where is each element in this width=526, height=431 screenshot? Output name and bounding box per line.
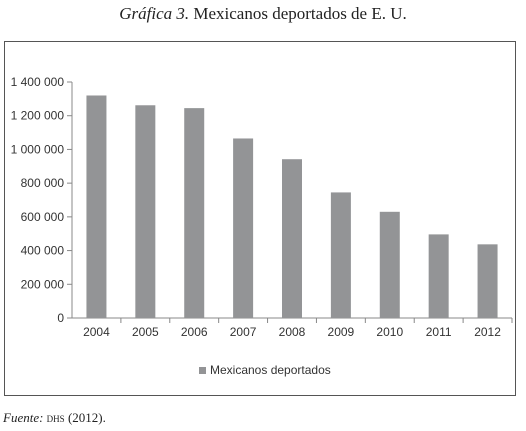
source-label: Fuente: (3, 410, 44, 425)
x-tick-label: 2008 (279, 325, 306, 339)
x-tick-label: 2009 (328, 325, 355, 339)
x-tick-label: 2007 (230, 325, 257, 339)
y-tick-label: 1 000 000 (11, 142, 65, 156)
bar-2005 (135, 105, 156, 319)
x-tick-label: 2004 (83, 325, 110, 339)
y-tick-label: 0 (57, 311, 64, 325)
bar-2004 (86, 95, 107, 318)
figure-source: Fuente: dhs (2012). (3, 410, 106, 426)
chart-legend: Mexicanos deportados (199, 363, 331, 377)
x-axis-ticks: 2004 2005 2006 2007 2008 2009 2010 2011 2012 (83, 318, 513, 339)
legend-label: Mexicanos deportados (210, 363, 331, 377)
figure-title-text: Mexicanos deportados de E. U. (193, 4, 407, 23)
bar-2006 (184, 108, 205, 318)
y-tick-label: 200 000 (21, 277, 65, 291)
chart-bars (86, 95, 498, 319)
x-tick-label: 2010 (376, 325, 403, 339)
legend-swatch (199, 367, 206, 374)
bar-2011 (428, 234, 449, 318)
y-tick-label: 1 200 000 (11, 109, 65, 123)
y-tick-label: 600 000 (21, 210, 65, 224)
source-year: (2012). (67, 410, 106, 425)
x-tick-label: 2005 (132, 325, 159, 339)
y-tick-label: 400 000 (21, 244, 65, 258)
chart-frame (4, 41, 516, 396)
bar-2008 (282, 159, 302, 318)
x-tick-label: 2011 (426, 325, 452, 339)
figure-title: Gráfica 3. Mexicanos deportados de E. U. (0, 4, 526, 24)
source-org: dhs (46, 410, 65, 425)
bar-2010 (379, 211, 400, 318)
figure-label: Gráfica 3. (119, 4, 190, 23)
bar-2009 (330, 192, 351, 318)
x-tick-label: 2012 (474, 325, 501, 339)
bar-2012 (477, 244, 498, 318)
bar-2007 (233, 138, 254, 318)
x-tick-label: 2006 (181, 325, 208, 339)
y-axis-ticks: 0 200 000 400 000 600 000 800 000 1 000 000 1 … (11, 75, 72, 325)
y-tick-label: 800 000 (21, 176, 65, 190)
y-tick-label: 1 400 000 (11, 75, 65, 89)
